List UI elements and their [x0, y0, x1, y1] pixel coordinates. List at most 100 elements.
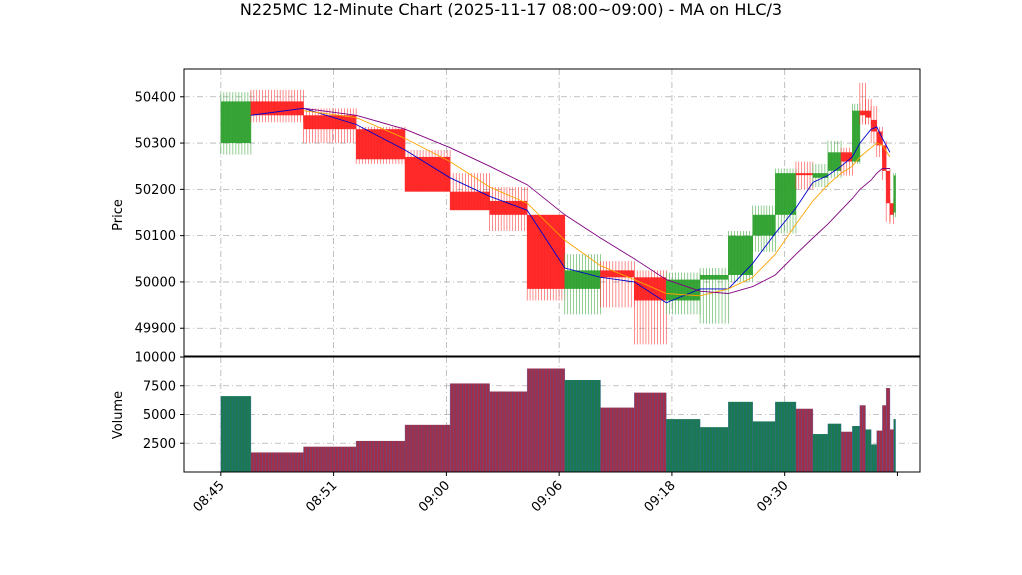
candle [752, 205, 776, 252]
moving-average-line [303, 110, 891, 297]
candle-body [600, 270, 635, 278]
candle [774, 168, 797, 234]
volume-bar [852, 426, 861, 472]
candle-body [795, 173, 813, 176]
volume-panel-frame [183, 356, 921, 473]
volume-bar [812, 434, 829, 472]
volume-bar [876, 430, 883, 472]
candle [449, 173, 490, 211]
volume-bar [489, 391, 528, 472]
candle-body [886, 170, 890, 204]
volume-bar [526, 368, 566, 472]
volume-bar [859, 405, 866, 472]
volume-bar [220, 396, 252, 472]
candle [564, 254, 601, 315]
price-tick-label: 50100 [135, 229, 176, 244]
candle-body [827, 152, 842, 171]
volume-bar [752, 421, 776, 472]
candle [634, 270, 667, 345]
volume-bar [870, 444, 878, 472]
price-tick-label: 50300 [135, 137, 176, 152]
candle-body [876, 131, 883, 146]
candle-body [812, 173, 828, 178]
x-tick-label: 09:18 [642, 478, 679, 515]
volume-bar [775, 401, 797, 472]
volume-bar [865, 429, 872, 472]
candle-body [527, 214, 565, 289]
candle-body [700, 274, 729, 280]
price-tick-label: 50400 [135, 90, 176, 105]
x-tick-label: 09:06 [529, 478, 566, 515]
candle-body [250, 101, 304, 116]
volume-bar-fill [852, 426, 860, 472]
volume-bar-fill [886, 388, 890, 472]
volume-bar [303, 446, 357, 472]
candle-body [852, 110, 860, 162]
candle [876, 126, 883, 157]
candle-body [666, 279, 701, 301]
volume-bar-fill [893, 419, 896, 472]
candle-body [303, 115, 357, 130]
price-panel-frame [183, 68, 921, 357]
volume-bar-fill [600, 407, 635, 472]
candle [827, 140, 842, 178]
volume-bar-fill [405, 424, 451, 472]
candle-body [752, 214, 776, 236]
volume-bar [355, 440, 406, 472]
volume-bar [882, 405, 887, 472]
candle [220, 92, 252, 155]
candle-body [728, 235, 753, 275]
candle [303, 108, 357, 144]
volume-bar [634, 392, 667, 472]
volume-bar [885, 388, 891, 472]
candle [526, 214, 566, 301]
candle [489, 187, 528, 232]
candle-body [489, 200, 528, 215]
volume-bar [893, 419, 896, 472]
candle-body [450, 191, 490, 211]
volume-bar [840, 431, 853, 472]
candle [355, 126, 406, 164]
candle [859, 82, 866, 125]
volume-bar-fill [666, 419, 701, 472]
candle [870, 106, 878, 144]
volume-bar-fill [450, 383, 490, 472]
candle [889, 198, 894, 225]
candle-body [775, 173, 796, 215]
candle [727, 231, 754, 282]
candle-body [865, 110, 872, 118]
candle-body [634, 277, 667, 301]
volume-bar [600, 407, 635, 472]
volume-tick-label: 2500 [143, 437, 176, 452]
candle [250, 89, 304, 123]
volume-axis-label: Volume [111, 391, 126, 439]
candle-body [859, 110, 866, 116]
volume-tick-label: 7500 [143, 379, 176, 394]
volume-tick-label: 5000 [143, 408, 176, 423]
moving-average-line [303, 107, 890, 294]
price-tick-label: 50000 [135, 275, 176, 290]
volume-bar [666, 419, 701, 472]
volume-bar [728, 401, 753, 472]
volume-bar [564, 380, 601, 472]
volume-tick-label: 10000 [135, 351, 176, 366]
volume-bar [699, 427, 729, 472]
volume-bar-fill [634, 392, 667, 472]
candle-body [889, 203, 894, 215]
volume-bar [404, 424, 451, 472]
candle-body [841, 152, 853, 162]
volume-bar [250, 452, 304, 472]
volume-panel: 2500 5000 7500 10000 [135, 351, 921, 473]
chart-title: N225MC 12-Minute Chart (2025-11-17 08:00… [239, 0, 783, 19]
x-tick-label: 09:30 [754, 478, 791, 515]
candle [893, 173, 896, 218]
volume-bar [449, 383, 490, 472]
x-tick-label: 09:00 [416, 478, 453, 515]
volume-bar-fill [812, 434, 828, 472]
candle [404, 150, 451, 192]
volume-bar-fill [527, 368, 565, 472]
candle [865, 99, 872, 125]
candle-body [882, 145, 887, 171]
volume-bar [889, 429, 894, 472]
